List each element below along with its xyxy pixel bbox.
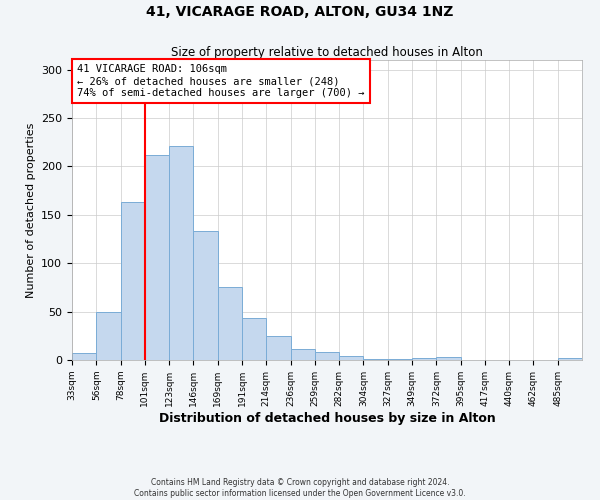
- Text: 41 VICARAGE ROAD: 106sqm
← 26% of detached houses are smaller (248)
74% of semi-: 41 VICARAGE ROAD: 106sqm ← 26% of detach…: [77, 64, 365, 98]
- Bar: [218, 288, 242, 360]
- X-axis label: Distribution of detached houses by size in Alton: Distribution of detached houses by size …: [158, 412, 496, 424]
- Bar: [388, 359, 412, 360]
- Bar: [436, 357, 461, 360]
- Bar: [339, 356, 364, 360]
- Bar: [193, 232, 218, 360]
- Bar: [121, 202, 145, 360]
- Bar: [364, 359, 388, 360]
- Bar: [412, 358, 436, 360]
- Text: 41, VICARAGE ROAD, ALTON, GU34 1NZ: 41, VICARAGE ROAD, ALTON, GU34 1NZ: [146, 5, 454, 19]
- Bar: [145, 155, 169, 360]
- Bar: [72, 353, 96, 360]
- Y-axis label: Number of detached properties: Number of detached properties: [26, 122, 35, 298]
- Bar: [242, 318, 266, 360]
- Title: Size of property relative to detached houses in Alton: Size of property relative to detached ho…: [171, 46, 483, 59]
- Bar: [169, 146, 193, 360]
- Bar: [266, 336, 290, 360]
- Text: Contains HM Land Registry data © Crown copyright and database right 2024.
Contai: Contains HM Land Registry data © Crown c…: [134, 478, 466, 498]
- Bar: [96, 312, 121, 360]
- Bar: [315, 352, 339, 360]
- Bar: [558, 358, 582, 360]
- Bar: [290, 350, 315, 360]
